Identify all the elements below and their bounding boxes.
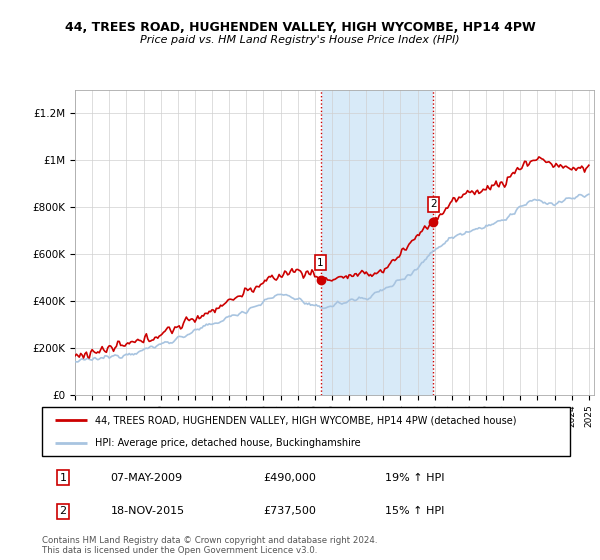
- Text: 18-NOV-2015: 18-NOV-2015: [110, 506, 185, 516]
- Text: 15% ↑ HPI: 15% ↑ HPI: [385, 506, 445, 516]
- Text: 2: 2: [430, 199, 437, 209]
- Text: 44, TREES ROAD, HUGHENDEN VALLEY, HIGH WYCOMBE, HP14 4PW: 44, TREES ROAD, HUGHENDEN VALLEY, HIGH W…: [65, 21, 535, 34]
- Text: Contains HM Land Registry data © Crown copyright and database right 2024.
This d: Contains HM Land Registry data © Crown c…: [42, 536, 377, 556]
- Text: £737,500: £737,500: [264, 506, 317, 516]
- Text: 44, TREES ROAD, HUGHENDEN VALLEY, HIGH WYCOMBE, HP14 4PW (detached house): 44, TREES ROAD, HUGHENDEN VALLEY, HIGH W…: [95, 416, 516, 426]
- Text: £490,000: £490,000: [264, 473, 317, 483]
- Text: 1: 1: [317, 258, 324, 268]
- Text: 1: 1: [59, 473, 67, 483]
- Text: 19% ↑ HPI: 19% ↑ HPI: [385, 473, 445, 483]
- Text: 2: 2: [59, 506, 67, 516]
- Text: 07-MAY-2009: 07-MAY-2009: [110, 473, 183, 483]
- Text: HPI: Average price, detached house, Buckinghamshire: HPI: Average price, detached house, Buck…: [95, 438, 361, 448]
- Text: Price paid vs. HM Land Registry's House Price Index (HPI): Price paid vs. HM Land Registry's House …: [140, 35, 460, 45]
